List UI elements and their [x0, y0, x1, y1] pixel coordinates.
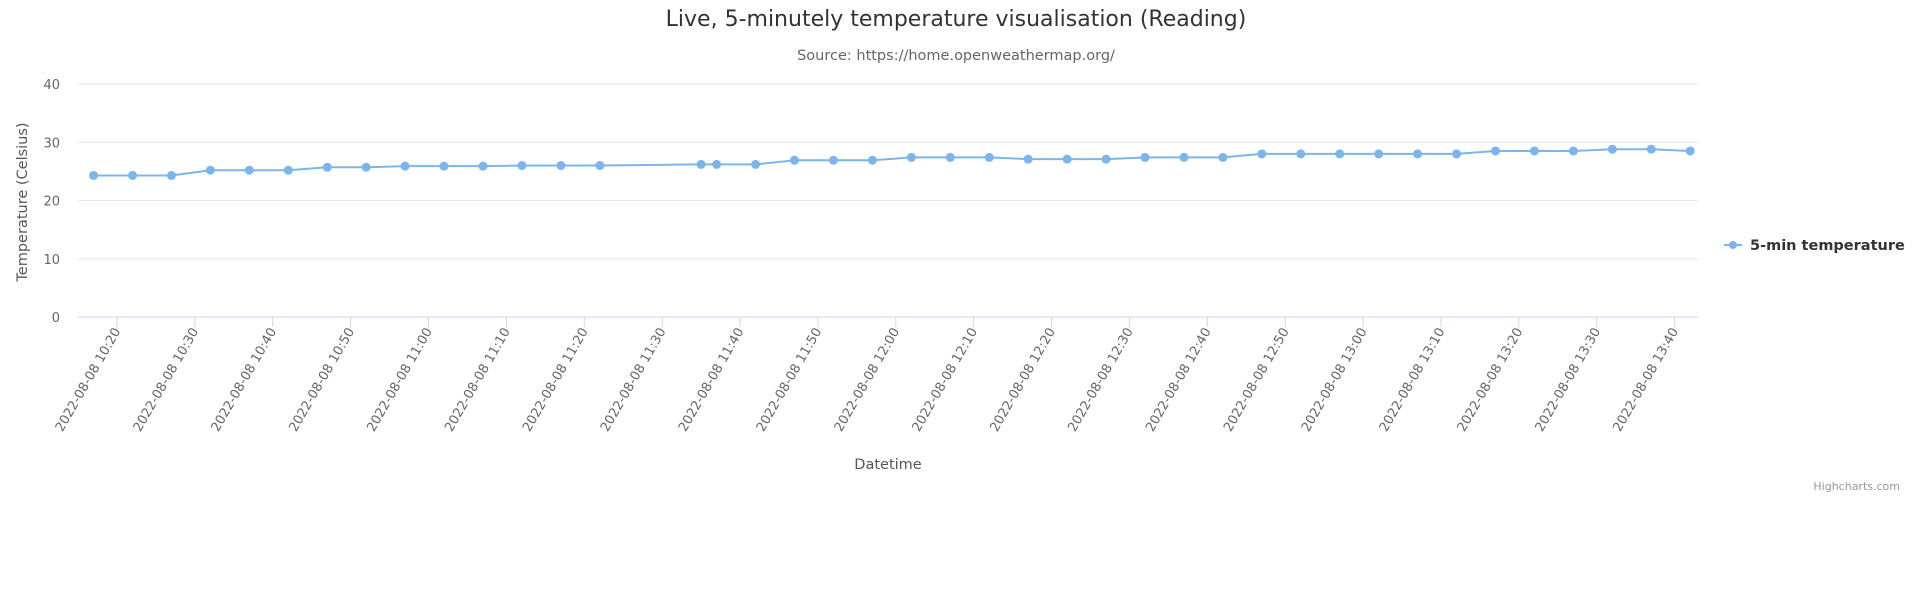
data-point-marker[interactable] [867, 155, 877, 165]
data-point-marker[interactable] [1179, 152, 1189, 162]
data-point-marker[interactable] [283, 165, 293, 175]
series-5-min-temperature[interactable] [89, 144, 1695, 180]
data-point-marker[interactable] [1101, 154, 1111, 164]
y-tick-label: 30 [43, 136, 60, 151]
x-tick-label: 2022-08-08 11:30 [598, 326, 670, 435]
data-point-marker[interactable] [1140, 152, 1150, 162]
data-point-marker[interactable] [595, 161, 605, 171]
y-tick-label: 20 [43, 195, 60, 210]
x-tick-label: 2022-08-08 13:30 [1533, 326, 1605, 435]
data-point-marker[interactable] [696, 159, 706, 169]
x-tick-label: 2022-08-08 11:00 [364, 326, 436, 435]
x-tick-label: 2022-08-08 10:40 [209, 326, 281, 435]
data-point-marker[interactable] [1452, 149, 1462, 159]
data-point-marker[interactable] [89, 170, 99, 180]
y-tick-label: 10 [43, 253, 60, 268]
x-tick-label: 2022-08-08 12:30 [1065, 326, 1137, 435]
data-point-marker[interactable] [1218, 152, 1228, 162]
data-point-marker[interactable] [1491, 146, 1500, 156]
x-tick-label: 2022-08-08 10:20 [53, 326, 125, 435]
data-point-marker[interactable] [984, 152, 994, 162]
data-point-marker[interactable] [1646, 144, 1656, 154]
legend-marker-symbol [1729, 241, 1737, 249]
data-point-marker[interactable] [1335, 149, 1345, 159]
x-axis-ticks: 2022-08-08 10:20 2022-08-08 10:30 2022-08-… [53, 317, 1682, 434]
series-line [93, 148, 1691, 177]
y-axis-title: Temperature (Celsius) [15, 122, 31, 282]
credits-link[interactable]: Highcharts.com [1813, 480, 1900, 493]
y-tick-label: 40 [43, 78, 60, 93]
data-point-marker[interactable] [1607, 144, 1617, 154]
data-point-marker[interactable] [828, 155, 838, 165]
data-point-marker[interactable] [712, 159, 722, 169]
data-point-marker[interactable] [1413, 149, 1423, 159]
data-point-marker[interactable] [790, 155, 800, 165]
x-tick-label: 2022-08-08 12:40 [1143, 326, 1215, 435]
x-tick-label: 2022-08-08 10:30 [131, 326, 203, 435]
x-tick-label: 2022-08-08 11:50 [754, 326, 826, 435]
data-point-marker[interactable] [1296, 149, 1306, 159]
data-point-marker[interactable] [1685, 146, 1695, 156]
data-point-marker[interactable] [400, 161, 410, 171]
x-tick-label: 2022-08-08 12:10 [910, 326, 982, 435]
data-point-marker[interactable] [751, 159, 761, 169]
chart-subtitle: Source: https://home.openweathermap.org/ [797, 48, 1115, 64]
data-point-marker[interactable] [1568, 146, 1578, 156]
chart-title: Live, 5-minutely temperature visualisati… [666, 7, 1247, 32]
x-tick-label: 2022-08-08 13:00 [1299, 326, 1371, 435]
x-tick-label: 2022-08-08 13:40 [1611, 326, 1683, 435]
data-point-marker[interactable] [906, 152, 916, 162]
legend[interactable]: 5-min temperature [1724, 238, 1905, 254]
data-point-marker[interactable] [1257, 149, 1267, 159]
data-point-marker[interactable] [945, 152, 955, 162]
legend-item-label[interactable]: 5-min temperature [1750, 238, 1905, 254]
data-point-marker[interactable] [439, 161, 449, 171]
data-point-marker[interactable] [1529, 146, 1539, 156]
x-tick-label: 2022-08-08 11:40 [676, 326, 748, 435]
y-tick-label: 0 [52, 311, 60, 326]
data-point-marker[interactable] [517, 161, 527, 171]
x-tick-label: 2022-08-08 13:20 [1455, 326, 1527, 435]
x-tick-label: 2022-08-08 12:20 [987, 326, 1059, 435]
data-point-marker[interactable] [322, 162, 332, 172]
x-tick-label: 2022-08-08 12:50 [1221, 326, 1293, 435]
x-tick-label: 2022-08-08 10:50 [286, 326, 358, 435]
data-point-marker[interactable] [1374, 149, 1384, 159]
data-point-marker[interactable] [166, 170, 176, 180]
x-tick-label: 2022-08-08 13:10 [1377, 326, 1449, 435]
x-tick-label: 2022-08-08 11:20 [520, 326, 592, 435]
data-point-marker[interactable] [361, 162, 371, 172]
data-point-marker[interactable] [244, 165, 254, 175]
x-axis-title: Datetime [854, 457, 921, 473]
data-point-marker[interactable] [205, 165, 215, 175]
x-tick-label: 2022-08-08 12:00 [832, 326, 904, 435]
data-point-marker[interactable] [478, 161, 488, 171]
x-tick-label: 2022-08-08 11:10 [442, 325, 514, 434]
data-point-marker[interactable] [1023, 154, 1033, 164]
data-point-marker[interactable] [1062, 154, 1072, 164]
y-axis-ticks: 0 10 20 30 40 [43, 78, 60, 326]
data-point-marker[interactable] [556, 161, 566, 171]
gridlines [78, 83, 1698, 260]
data-point-marker[interactable] [128, 170, 138, 180]
